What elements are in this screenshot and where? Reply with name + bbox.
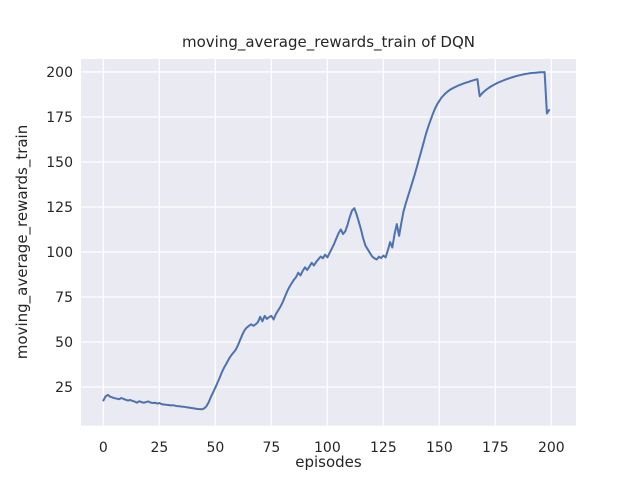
x-tick-label: 150	[426, 440, 453, 456]
chart-title: moving_average_rewards_train of DQN	[182, 33, 475, 52]
x-tick-labels: 0 25 50 75 100 125 150 175 200	[99, 440, 565, 456]
y-tick-label: 100	[46, 245, 73, 261]
y-tick-label: 125	[46, 200, 73, 216]
gridlines	[81, 59, 576, 426]
x-tick-label: 200	[538, 440, 565, 456]
x-tick-label: 100	[314, 440, 341, 456]
x-tick-label: 25	[150, 440, 168, 456]
y-axis-label: moving_average_rewards_train	[13, 125, 32, 359]
x-tick-label: 75	[262, 440, 280, 456]
y-tick-labels: 25 50 75 100 125 150 175 200	[46, 65, 73, 396]
y-tick-label: 25	[55, 380, 73, 396]
plot-area	[81, 59, 576, 426]
y-tick-label: 200	[46, 65, 73, 81]
x-axis-label: episodes	[295, 453, 362, 471]
y-tick-label: 50	[55, 335, 73, 351]
x-tick-label: 125	[370, 440, 397, 456]
series-line	[102, 71, 551, 411]
x-tick-label: 175	[482, 440, 509, 456]
x-tick-label: 0	[99, 440, 108, 456]
y-tick-label: 175	[46, 110, 73, 126]
x-tick-label: 50	[206, 440, 224, 456]
data-series	[102, 71, 551, 411]
y-tick-label: 150	[46, 155, 73, 171]
y-tick-label: 75	[55, 290, 73, 306]
